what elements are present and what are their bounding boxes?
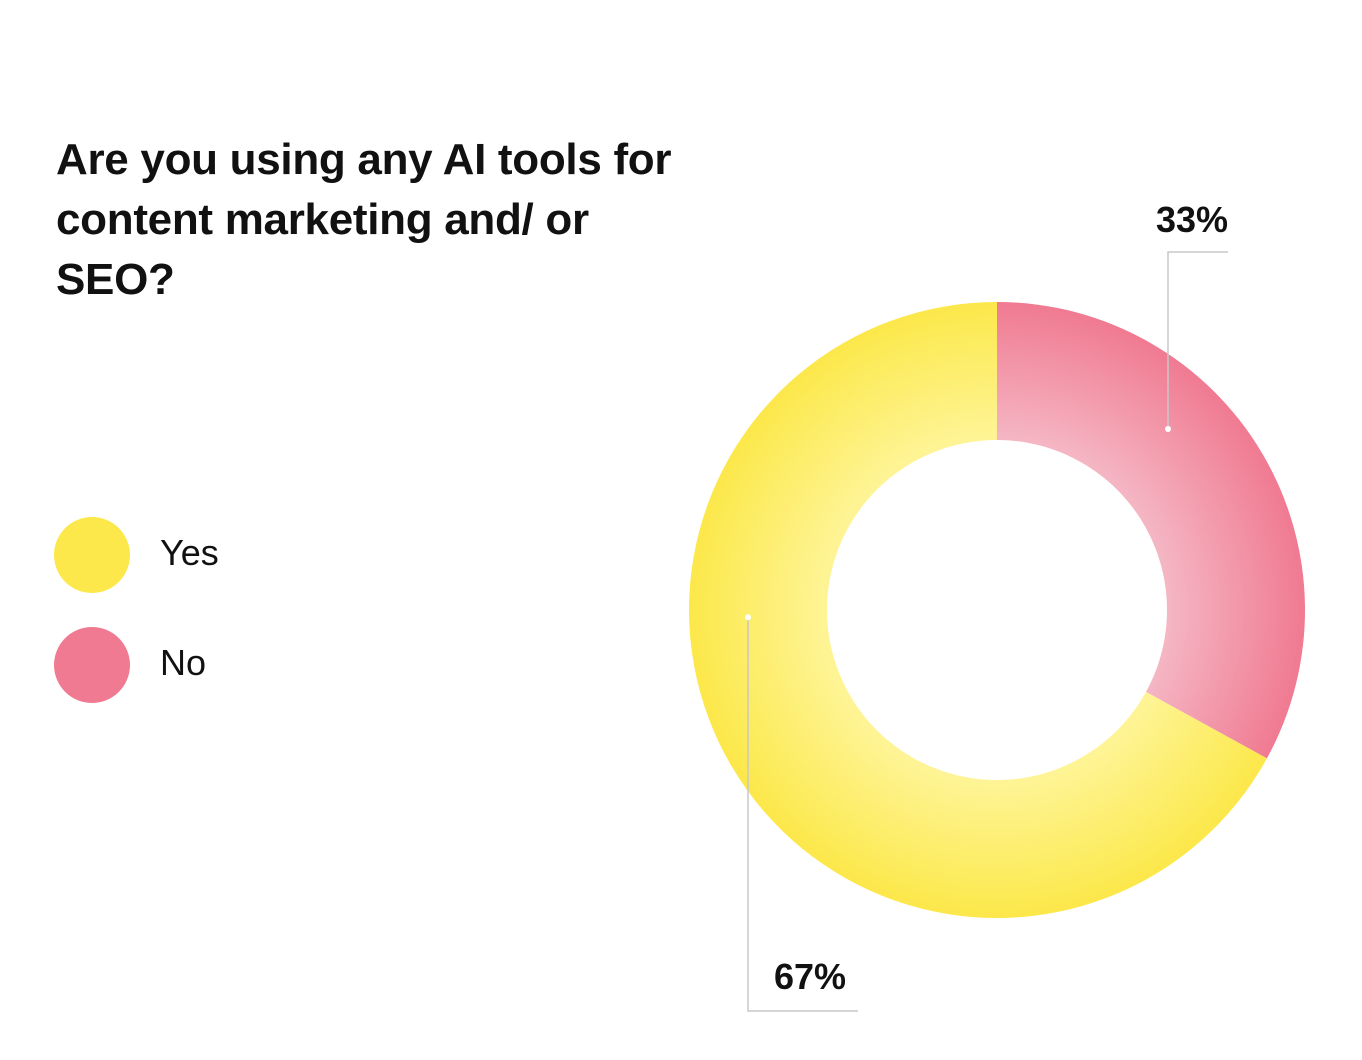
- leader-lines: [745, 251, 1228, 1012]
- legend-item-no: No: [54, 627, 354, 703]
- leader-dot-no: [1165, 425, 1171, 432]
- slice-no: [997, 302, 1305, 759]
- leader-dot-yes: [745, 614, 751, 621]
- chart-title: Are you using any AI tools for content m…: [56, 135, 672, 304]
- legend-label-yes: Yes: [160, 532, 219, 573]
- slice-labels: 33% 67%: [774, 199, 1228, 997]
- legend-item-yes: Yes: [54, 517, 354, 593]
- slice-label-yes: 67%: [774, 956, 846, 997]
- donut-slices: [689, 302, 1305, 919]
- leader-line-yes: [747, 617, 858, 1012]
- legend-swatch-no: [54, 627, 130, 703]
- slice-label-no: 33%: [1156, 199, 1228, 240]
- legend-label-no: No: [160, 642, 207, 683]
- slice-yes: [689, 302, 1267, 919]
- leader-line-no: [1167, 251, 1228, 429]
- legend-swatch-yes: [54, 517, 130, 593]
